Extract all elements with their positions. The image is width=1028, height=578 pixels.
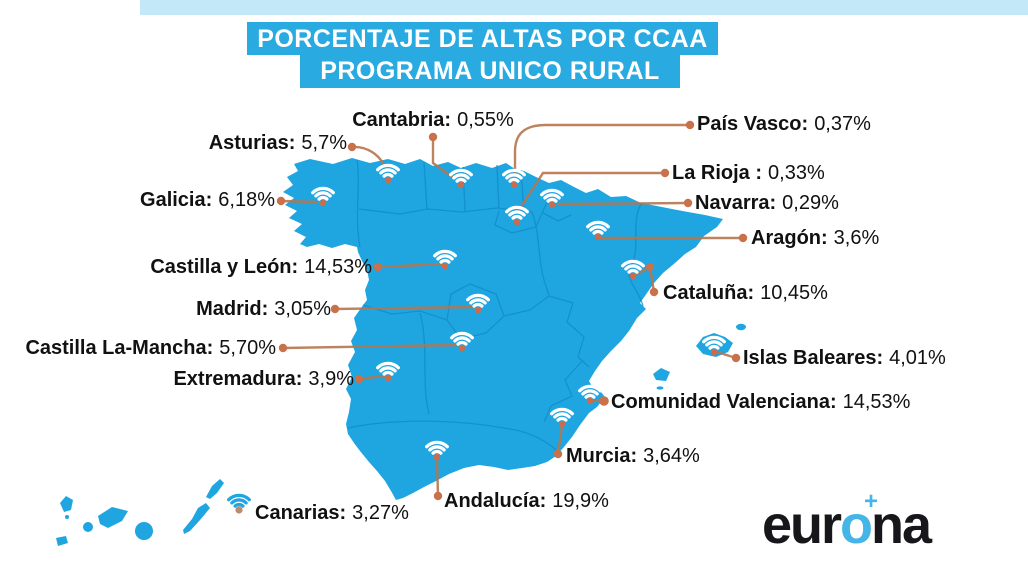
region-label-andalucia: Andalucía: 19,9%: [444, 490, 609, 512]
connector-castilla-leon: [376, 262, 445, 269]
connector-dots: [276, 120, 748, 501]
connector-cantabria: [431, 135, 454, 179]
connector-lines: [279, 123, 745, 498]
region-label-extremadura: Extremadura: 3,9%: [173, 368, 354, 390]
region-label-valenciana: Comunidad Valenciana: 14,53%: [611, 391, 911, 413]
region-label-aragon: Aragón: 3,6%: [751, 227, 880, 249]
region-label-la-rioja: La Rioja :0,33%: [672, 162, 825, 184]
title-line-1: PORCENTAJE DE ALTAS POR CCAA: [247, 22, 718, 55]
region-label-castilla-leon: Castilla y León: 14,53%: [150, 256, 372, 278]
region-label-murcia: Murcia: 3,64%: [566, 445, 700, 467]
region-label-baleares: Islas Baleares: 4,01%: [743, 347, 946, 369]
logo-plus-icon: +: [864, 488, 879, 515]
connector-andalucia: [435, 456, 440, 498]
title-line-2: PROGRAMA UNICO RURAL: [300, 55, 680, 88]
connector-galicia: [279, 199, 318, 204]
connector-madrid: [333, 305, 477, 311]
connector-extremadura: [357, 374, 387, 381]
eurona-logo: eur o + na: [762, 488, 932, 555]
region-label-canarias: Canarias: 3,27%: [255, 502, 409, 524]
spain-peninsula: [283, 158, 723, 500]
logo-text-pre: eur: [762, 495, 842, 555]
connector-la-rioja: [517, 171, 667, 212]
wifi-icon-canarias: [227, 493, 251, 516]
region-label-cantabria: Cantabria: 0,55%: [352, 109, 514, 131]
region-label-navarra: Navarra: 0,29%: [695, 192, 839, 214]
connector-murcia: [556, 424, 564, 456]
top-accent-strip: [140, 0, 1028, 15]
logo-o: o +: [840, 488, 879, 555]
connector-castilla-mancha: [281, 343, 461, 350]
region-label-cataluna: Cataluña: 10,45%: [663, 282, 828, 304]
region-label-asturias: Asturias: 5,7%: [208, 132, 347, 154]
canary-islands: [56, 479, 224, 546]
region-label-madrid: Madrid: 3,05%: [196, 298, 331, 320]
region-label-pais-vasco: País Vasco: 0,37%: [697, 113, 871, 135]
logo-text-post: na: [871, 495, 932, 555]
region-label-galicia: Galicia: 6,18%: [140, 189, 275, 211]
region-label-castilla-mancha: Castilla La-Mancha: 5,70%: [25, 337, 276, 359]
connector-navarra: [556, 201, 690, 206]
connector-pais-vasco: [513, 123, 692, 176]
